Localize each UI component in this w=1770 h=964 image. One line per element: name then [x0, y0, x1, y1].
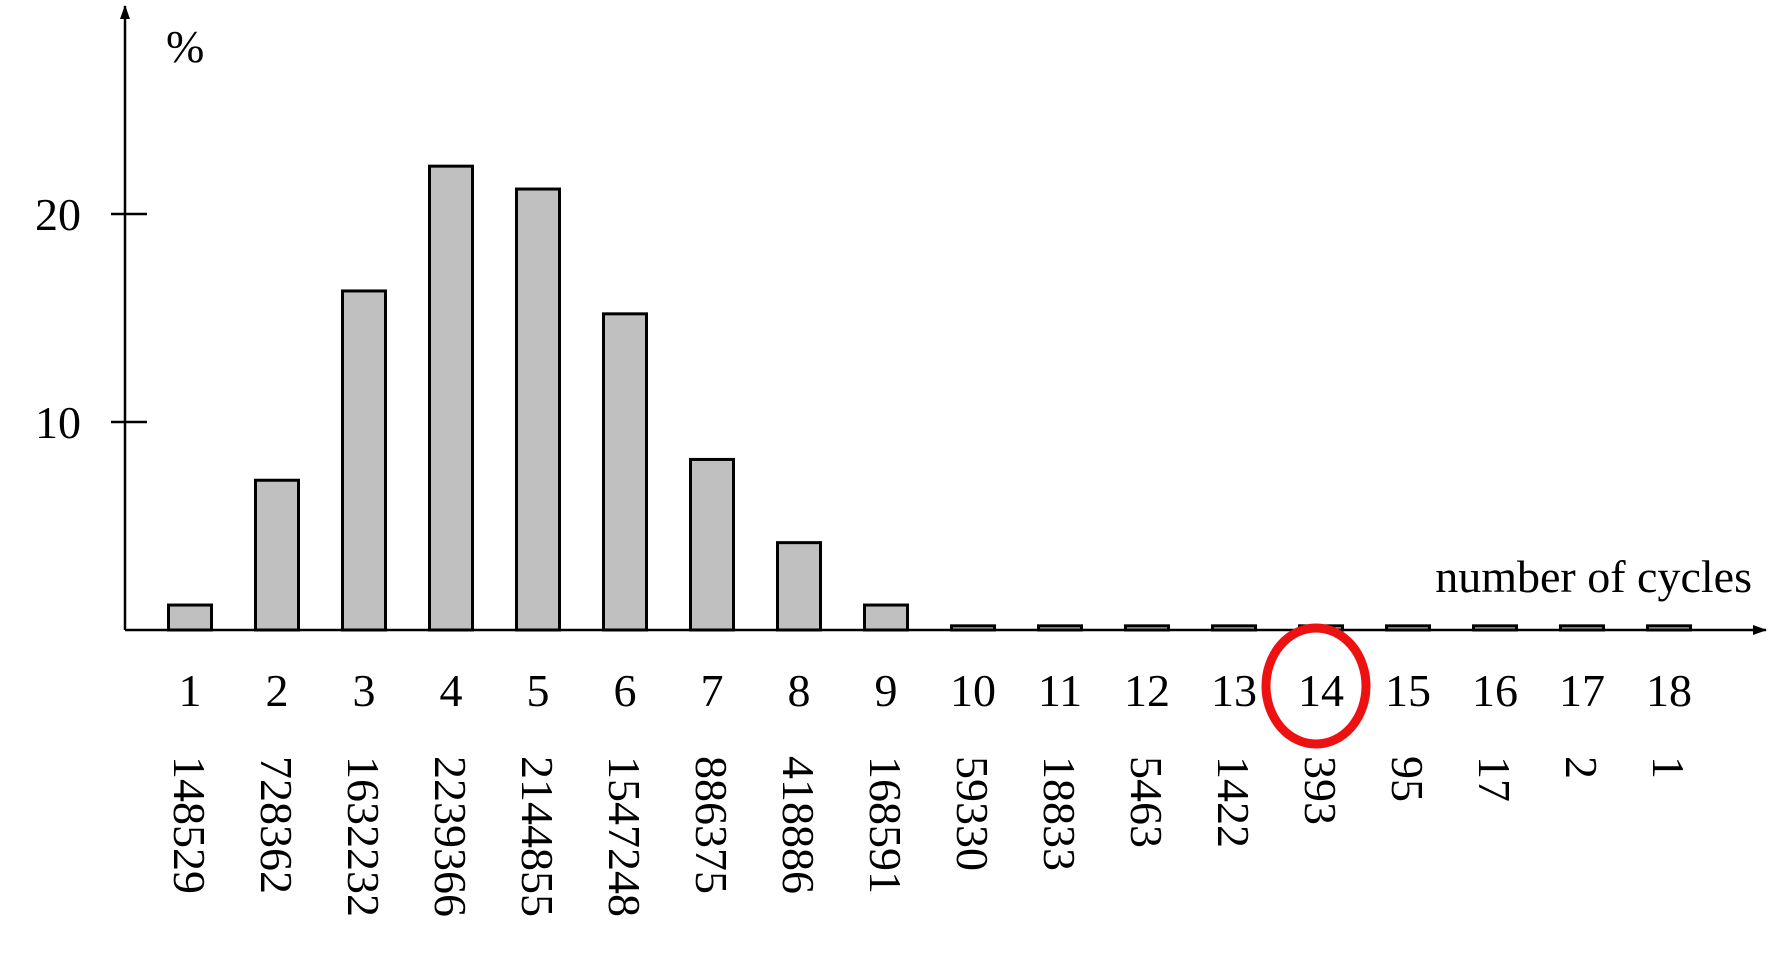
- count-label: 418886: [773, 756, 824, 894]
- count-label: 1422: [1208, 756, 1259, 848]
- x-tick-label: 18: [1646, 665, 1692, 716]
- y-tick-label: 20: [35, 189, 81, 240]
- bar: [602, 312, 648, 632]
- bar: [1472, 624, 1518, 632]
- bar: [515, 187, 561, 632]
- x-tick-label: 10: [950, 665, 996, 716]
- x-tick-label: 11: [1038, 665, 1082, 716]
- x-tick-label: 12: [1124, 665, 1170, 716]
- x-tick-label: 4: [440, 665, 463, 716]
- count-label: 1632232: [338, 756, 389, 917]
- highlight-circle: [1261, 623, 1371, 749]
- count-label: 728362: [251, 756, 302, 894]
- y-axis-label: %: [166, 21, 204, 72]
- x-tick-label: 8: [788, 665, 811, 716]
- x-tick-label: 9: [875, 665, 898, 716]
- x-tick-label: 1: [179, 665, 202, 716]
- bar: [428, 164, 474, 632]
- bar: [863, 603, 909, 632]
- count-label: 886375: [686, 756, 737, 894]
- count-label: 17: [1469, 756, 1520, 802]
- count-label: 2: [1556, 756, 1607, 779]
- count-label: 148529: [164, 756, 215, 894]
- count-label: 393: [1295, 756, 1346, 825]
- count-label: 1: [1643, 756, 1694, 779]
- count-label: 95: [1382, 756, 1433, 802]
- x-tick-label: 13: [1211, 665, 1257, 716]
- bar: [1646, 624, 1692, 632]
- x-tick-label: 2: [266, 665, 289, 716]
- bar: [167, 603, 213, 632]
- bar: [1211, 624, 1257, 632]
- bar: [254, 478, 300, 632]
- count-label: 2239366: [425, 756, 476, 917]
- count-label: 5463: [1121, 756, 1172, 848]
- x-tick-label: 3: [353, 665, 376, 716]
- count-label: 59330: [947, 756, 998, 871]
- x-axis-label: number of cycles: [1435, 551, 1752, 602]
- x-tick-label: 14: [1298, 665, 1344, 716]
- x-tick-label: 7: [701, 665, 724, 716]
- x-tick-label: 15: [1385, 665, 1431, 716]
- count-label: 1547248: [599, 756, 650, 917]
- count-label: 2144855: [512, 756, 563, 917]
- bar: [1124, 624, 1170, 632]
- x-tick-label: 6: [614, 665, 637, 716]
- bar: [776, 541, 822, 632]
- bar: [1385, 624, 1431, 632]
- x-tick-label: 16: [1472, 665, 1518, 716]
- bar: [341, 289, 387, 632]
- x-tick-label: 5: [527, 665, 550, 716]
- count-label: 18833: [1034, 756, 1085, 871]
- bar: [950, 624, 996, 632]
- bar: [1037, 624, 1083, 632]
- x-tick-label: 17: [1559, 665, 1605, 716]
- bar: [689, 457, 735, 632]
- count-label: 168591: [860, 756, 911, 894]
- y-tick-label: 10: [35, 397, 81, 448]
- bar: [1559, 624, 1605, 632]
